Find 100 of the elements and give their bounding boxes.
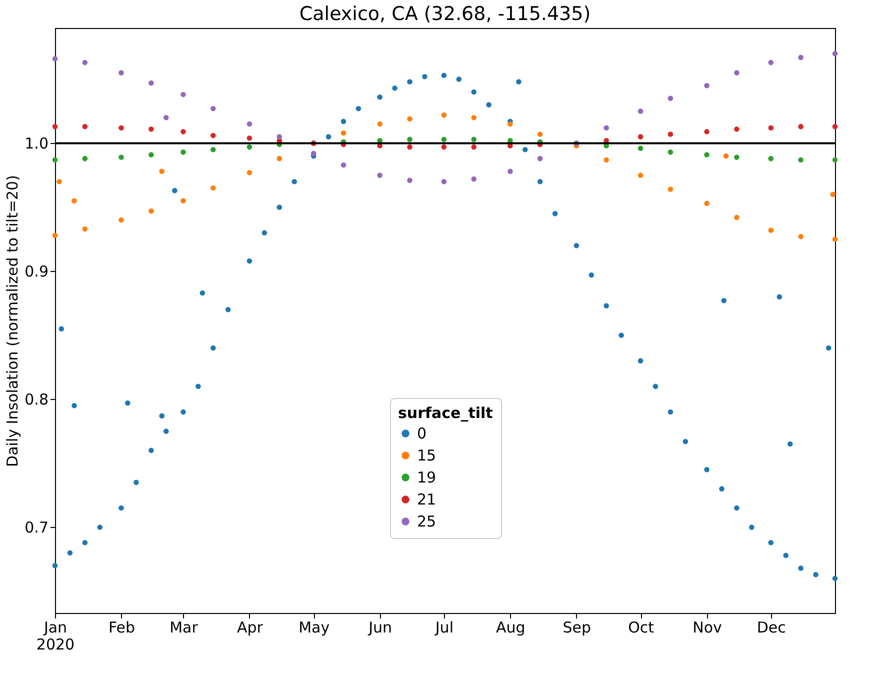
point <box>704 82 710 88</box>
point <box>163 428 169 434</box>
point <box>638 358 644 364</box>
point <box>682 438 688 444</box>
chart-title: Calexico, CA (32.68, -115.435) <box>299 3 591 25</box>
point <box>392 86 398 91</box>
point <box>704 152 710 158</box>
point <box>210 146 216 152</box>
point <box>441 178 447 184</box>
point <box>471 136 476 142</box>
point <box>776 294 782 300</box>
point <box>292 178 297 184</box>
legend-title: surface_tilt <box>398 404 493 422</box>
point <box>721 298 727 304</box>
point <box>180 150 186 155</box>
point <box>638 146 644 151</box>
point <box>830 192 836 198</box>
point <box>588 272 594 278</box>
point <box>163 114 169 120</box>
x-tick-label: Dec <box>756 618 786 636</box>
point <box>340 118 346 124</box>
point <box>441 72 447 78</box>
y-axis-title: Daily Insolation (normalized to tilt=20) <box>4 175 22 467</box>
point <box>246 121 252 127</box>
legend-label: 0 <box>417 424 427 442</box>
x-tick-label: Jan 2020 <box>36 618 75 654</box>
point <box>798 234 804 240</box>
point <box>471 176 476 182</box>
point <box>118 154 124 160</box>
point <box>456 76 462 82</box>
point <box>246 135 252 141</box>
point <box>734 505 740 511</box>
point <box>668 96 674 102</box>
point <box>377 121 382 127</box>
point <box>723 153 729 159</box>
point <box>537 156 543 162</box>
point <box>246 258 252 264</box>
point <box>82 60 88 66</box>
point <box>516 79 522 84</box>
point <box>118 217 124 223</box>
point <box>276 156 282 162</box>
point <box>118 125 124 130</box>
point <box>52 562 58 568</box>
point <box>441 136 447 142</box>
point <box>82 124 88 130</box>
point <box>508 121 513 127</box>
x-tick-label: Apr <box>236 618 264 636</box>
point <box>52 157 58 162</box>
point <box>798 566 804 571</box>
point <box>537 178 543 184</box>
legend-label: 15 <box>417 446 436 464</box>
point <box>537 132 543 137</box>
point <box>719 486 724 492</box>
point <box>82 226 88 232</box>
point <box>832 157 838 162</box>
point <box>734 126 740 132</box>
point <box>276 204 282 210</box>
point <box>552 210 558 216</box>
point <box>148 126 154 132</box>
point <box>246 170 252 176</box>
point <box>604 157 609 162</box>
point <box>471 89 476 95</box>
point <box>172 188 178 194</box>
point <box>326 134 332 140</box>
point <box>407 136 412 142</box>
point <box>97 524 103 530</box>
point <box>82 540 88 546</box>
point <box>225 306 231 312</box>
point <box>638 134 644 140</box>
point <box>441 112 447 118</box>
point <box>471 144 476 150</box>
point <box>638 172 644 178</box>
point <box>148 152 154 158</box>
point <box>787 441 793 447</box>
legend-label: 25 <box>417 512 436 530</box>
point <box>52 56 58 62</box>
point <box>210 132 216 138</box>
point <box>72 198 77 204</box>
x-tick-label: Sep <box>562 618 592 636</box>
point <box>180 409 186 415</box>
point <box>159 413 164 419</box>
point <box>180 198 186 204</box>
point <box>407 116 412 122</box>
point <box>486 102 492 108</box>
x-tick-label: Jun <box>368 618 392 636</box>
point <box>407 79 412 84</box>
point <box>82 156 88 162</box>
point <box>377 94 382 100</box>
point <box>58 326 64 332</box>
point <box>783 552 788 558</box>
point <box>125 400 130 406</box>
point <box>618 332 624 338</box>
point <box>768 156 774 162</box>
point <box>148 80 154 86</box>
point <box>704 129 710 134</box>
point <box>56 178 62 184</box>
point <box>768 60 774 66</box>
x-tick-label: Mar <box>170 618 199 636</box>
point <box>508 168 513 174</box>
legend-label: 21 <box>417 490 436 508</box>
